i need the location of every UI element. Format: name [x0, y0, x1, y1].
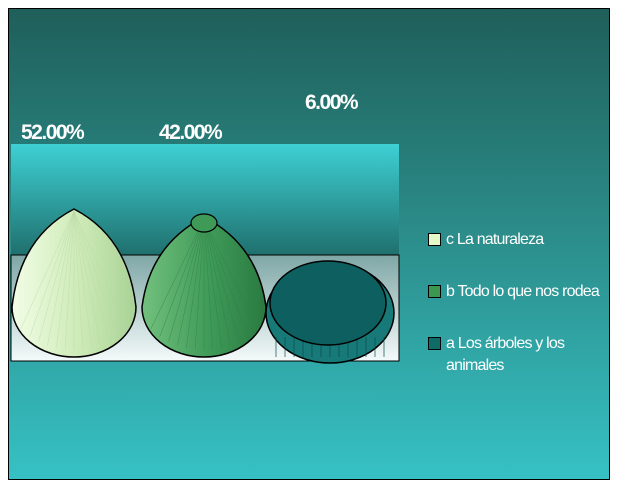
- cone-facet: [194, 218, 205, 350]
- data-label-arboles: 6.00%: [305, 91, 359, 114]
- legend-item-naturaleza: c La naturaleza: [428, 229, 608, 251]
- cone-facet: [64, 210, 75, 350]
- cone-facet: [177, 218, 205, 346]
- cone-facet: [38, 210, 75, 342]
- cone-facet: [203, 218, 223, 348]
- cone-facet: [203, 218, 231, 346]
- legend-label: c La naturaleza: [446, 231, 544, 248]
- cone-facet: [203, 218, 258, 330]
- cone-facet: [73, 210, 93, 348]
- legend-swatch-naturaleza: [428, 233, 441, 246]
- cone-facet: [203, 218, 249, 337]
- legend-label: a Los árboles y los animales: [446, 335, 565, 374]
- data-label-naturaleza: 52.00%: [21, 121, 85, 144]
- cone-facet: [73, 210, 119, 337]
- legend-item-todo: b Todo lo que nos rodea: [428, 281, 608, 303]
- legend-swatch-arboles: [428, 337, 441, 350]
- legend-item-arboles: a Los árboles y los animales: [428, 333, 608, 377]
- chart-legend: c La naturaleza b Todo lo que nos rodea …: [428, 229, 608, 407]
- cone-facet: [55, 210, 75, 348]
- cone-facet: [73, 210, 84, 350]
- cone-facet: [203, 218, 214, 350]
- data-label-todo: 42.00%: [159, 121, 223, 144]
- cone-facet: [203, 218, 240, 342]
- cone-facet: [150, 218, 205, 330]
- legend-label: b Todo lo que nos rodea: [446, 283, 600, 300]
- cone-facet: [73, 210, 128, 330]
- chart-frame: 52.00% 42.00% 6.00% c La naturaleza b Todo…: [8, 8, 610, 480]
- cone-arboles: [265, 260, 395, 364]
- cone-facet: [73, 210, 110, 342]
- cone-facet: [20, 210, 75, 330]
- cone-facet: [185, 218, 205, 348]
- legend-swatch-todo: [428, 285, 441, 298]
- cone-facet: [159, 218, 205, 337]
- cone-top: [269, 260, 387, 346]
- cone-top: [190, 213, 218, 233]
- cone-todo: [141, 213, 267, 358]
- cone-naturaleza: [11, 208, 137, 358]
- chart-plot: [10, 144, 400, 364]
- cone-facet: [47, 210, 75, 346]
- cone-facet: [73, 210, 101, 346]
- cone-facet: [168, 218, 205, 342]
- cone-facet: [29, 210, 75, 337]
